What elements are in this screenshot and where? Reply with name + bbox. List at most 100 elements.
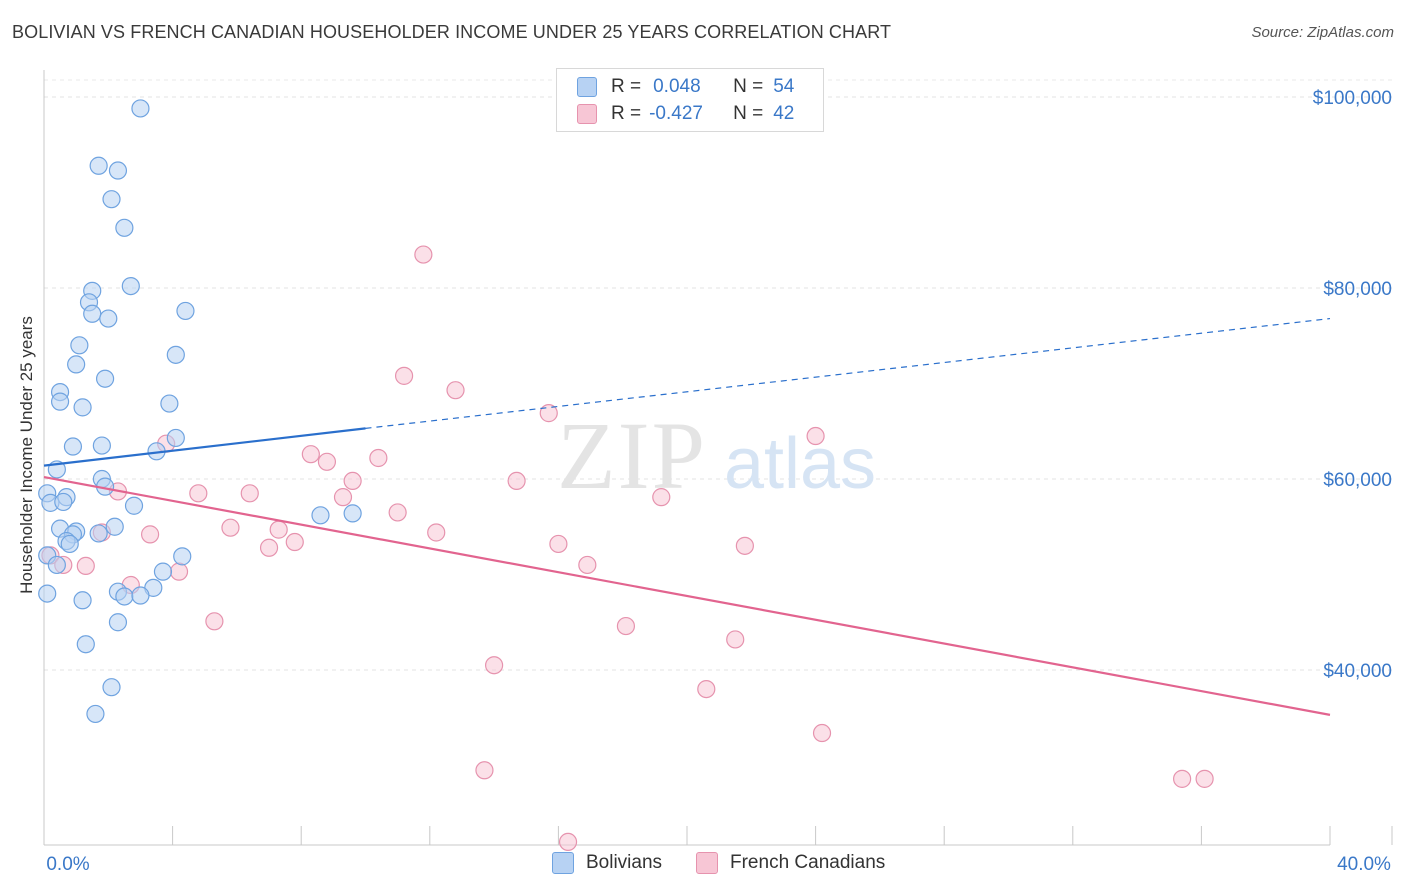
- french-canadians-point-37: [812, 723, 832, 743]
- bolivians-point-0: [131, 99, 150, 118]
- french-canadians-point-3: [539, 404, 558, 423]
- french-canadians-point-16: [388, 503, 407, 522]
- bolivians-point-52: [102, 678, 121, 697]
- bolivians-point-14: [95, 369, 115, 388]
- french-canadians-point-20: [269, 520, 288, 539]
- french-canadians-point-6: [301, 445, 320, 464]
- french-canadians-point-24: [549, 534, 568, 554]
- bolivians-point-48: [131, 586, 150, 605]
- bolivians-point-30: [124, 496, 144, 515]
- bolivians-point-4: [115, 218, 134, 237]
- bolivians-point-1: [89, 156, 108, 175]
- bolivians-point-9: [99, 309, 118, 328]
- french-canadians-point-32: [205, 612, 224, 631]
- correlation-legend: R = 0.048 N = 54 R = -0.427 N = 42: [556, 68, 824, 132]
- french-canadians-point-19: [221, 518, 240, 537]
- french-canadians-point-12: [189, 484, 208, 503]
- bottom-legend-swatch-bolivians: [552, 852, 574, 874]
- bolivians-point-50: [108, 613, 128, 632]
- bolivians-point-20: [63, 437, 83, 456]
- french-canadians-point-28: [76, 556, 95, 576]
- legend-n-label: N =: [733, 76, 764, 97]
- bottom-legend-bolivians[interactable]: Bolivians: [552, 850, 662, 876]
- french-canadians-point-33: [616, 616, 636, 636]
- bottom-legend-swatch-french-canadians: [696, 852, 718, 874]
- trend-lines: [43, 317, 1331, 716]
- french-canadians-point-13: [240, 484, 259, 503]
- bottom-legend-label-bolivians: Bolivians: [586, 852, 663, 873]
- legend-swatch-bolivians: [577, 77, 597, 97]
- trend-line-bolivians-extension: [365, 317, 1331, 429]
- french-canadians-point-21: [427, 523, 446, 542]
- series-bolivians: [38, 99, 362, 724]
- y-tick-label-60000: $60,000: [1323, 470, 1392, 491]
- french-canadians-point-8: [369, 448, 388, 468]
- bolivians-point-16: [50, 392, 70, 411]
- source-label: Source: ZipAtlas.com: [1251, 24, 1394, 41]
- legend-n-value-french-canadians: 42: [773, 103, 795, 124]
- french-canadians-point-39: [1173, 769, 1192, 788]
- tick-labels: $40,000 $60,000 $80,000 $100,000 0.0% 40.0%: [46, 88, 1392, 875]
- watermark-atlas: atlas: [724, 424, 876, 504]
- bottom-legend-label-french-canadians: French Canadians: [730, 852, 886, 873]
- bolivians-point-51: [76, 635, 95, 654]
- trend-line-bolivians: [43, 427, 366, 467]
- y-axis-label: Householder Income Under 25 years: [17, 316, 36, 594]
- french-canadians-point-7: [317, 452, 337, 471]
- bolivians-point-3: [102, 190, 121, 209]
- french-canadians-point-30: [169, 562, 189, 581]
- trend-line-french-canadians: [43, 476, 1331, 716]
- bolivians-point-21: [92, 436, 111, 455]
- bolivians-point-35: [89, 524, 108, 543]
- bolivians-point-17: [160, 394, 179, 413]
- french-canadians-point-36: [697, 679, 716, 699]
- bolivians-point-41: [173, 547, 192, 566]
- bolivians-point-2: [108, 161, 128, 180]
- french-canadians-point-40: [1195, 769, 1214, 788]
- bottom-legend-french-canadians[interactable]: French Canadians: [696, 850, 885, 876]
- french-canadians-point-1: [394, 366, 414, 385]
- bolivians-point-49: [73, 591, 92, 610]
- legend-row-bolivians: R = 0.048 N = 54: [577, 74, 794, 100]
- legend-r-label: R =: [611, 103, 642, 124]
- bolivians-point-31: [311, 506, 330, 525]
- french-canadians-point-2: [446, 381, 465, 400]
- bolivians-point-53: [86, 704, 105, 724]
- watermark: ZIP atlas: [557, 402, 876, 509]
- legend-row-french-canadians: R = -0.427 N = 42: [577, 101, 794, 127]
- y-tick-label-40000: $40,000: [1323, 661, 1392, 682]
- x-tick-label-start: 0.0%: [46, 854, 89, 875]
- french-canadians-point-34: [726, 630, 745, 649]
- legend-n-value-bolivians: 54: [773, 76, 795, 97]
- french-canadians-point-38: [475, 761, 494, 780]
- french-canadians-point-41: [558, 832, 578, 852]
- bolivians-point-29: [54, 492, 73, 512]
- french-canadians-point-9: [343, 471, 362, 491]
- french-canadians-point-18: [140, 525, 160, 544]
- chart-title: BOLIVIAN VS FRENCH CANADIAN HOUSEHOLDER …: [12, 22, 892, 42]
- french-canadians-point-35: [485, 656, 504, 675]
- french-canadians-point-25: [735, 536, 754, 555]
- y-tick-label-100000: $100,000: [1313, 88, 1392, 109]
- series-french-canadians: [41, 245, 1214, 852]
- legend-r-label: R =: [611, 76, 642, 97]
- bolivians-point-5: [121, 276, 140, 296]
- bolivians-point-46: [115, 587, 134, 606]
- bolivians-point-47: [38, 584, 57, 603]
- bolivians-point-32: [343, 504, 362, 523]
- legend-n-label: N =: [733, 103, 764, 124]
- bolivians-point-18: [73, 398, 92, 417]
- watermark-zip: ZIP: [557, 402, 707, 509]
- legend-r-value-french-canadians: -0.427: [649, 103, 703, 124]
- bolivians-point-42: [47, 555, 66, 575]
- french-canadians-point-22: [259, 538, 279, 557]
- bolivians-point-19: [166, 428, 185, 448]
- french-canadians-point-14: [333, 488, 353, 507]
- y-tick-label-80000: $80,000: [1323, 279, 1392, 300]
- french-canadians-point-15: [652, 488, 671, 507]
- french-canadians-point-4: [806, 426, 825, 446]
- bolivians-point-11: [70, 336, 89, 355]
- bolivians-point-13: [67, 355, 86, 374]
- x-tick-label-end: 40.0%: [1337, 854, 1391, 875]
